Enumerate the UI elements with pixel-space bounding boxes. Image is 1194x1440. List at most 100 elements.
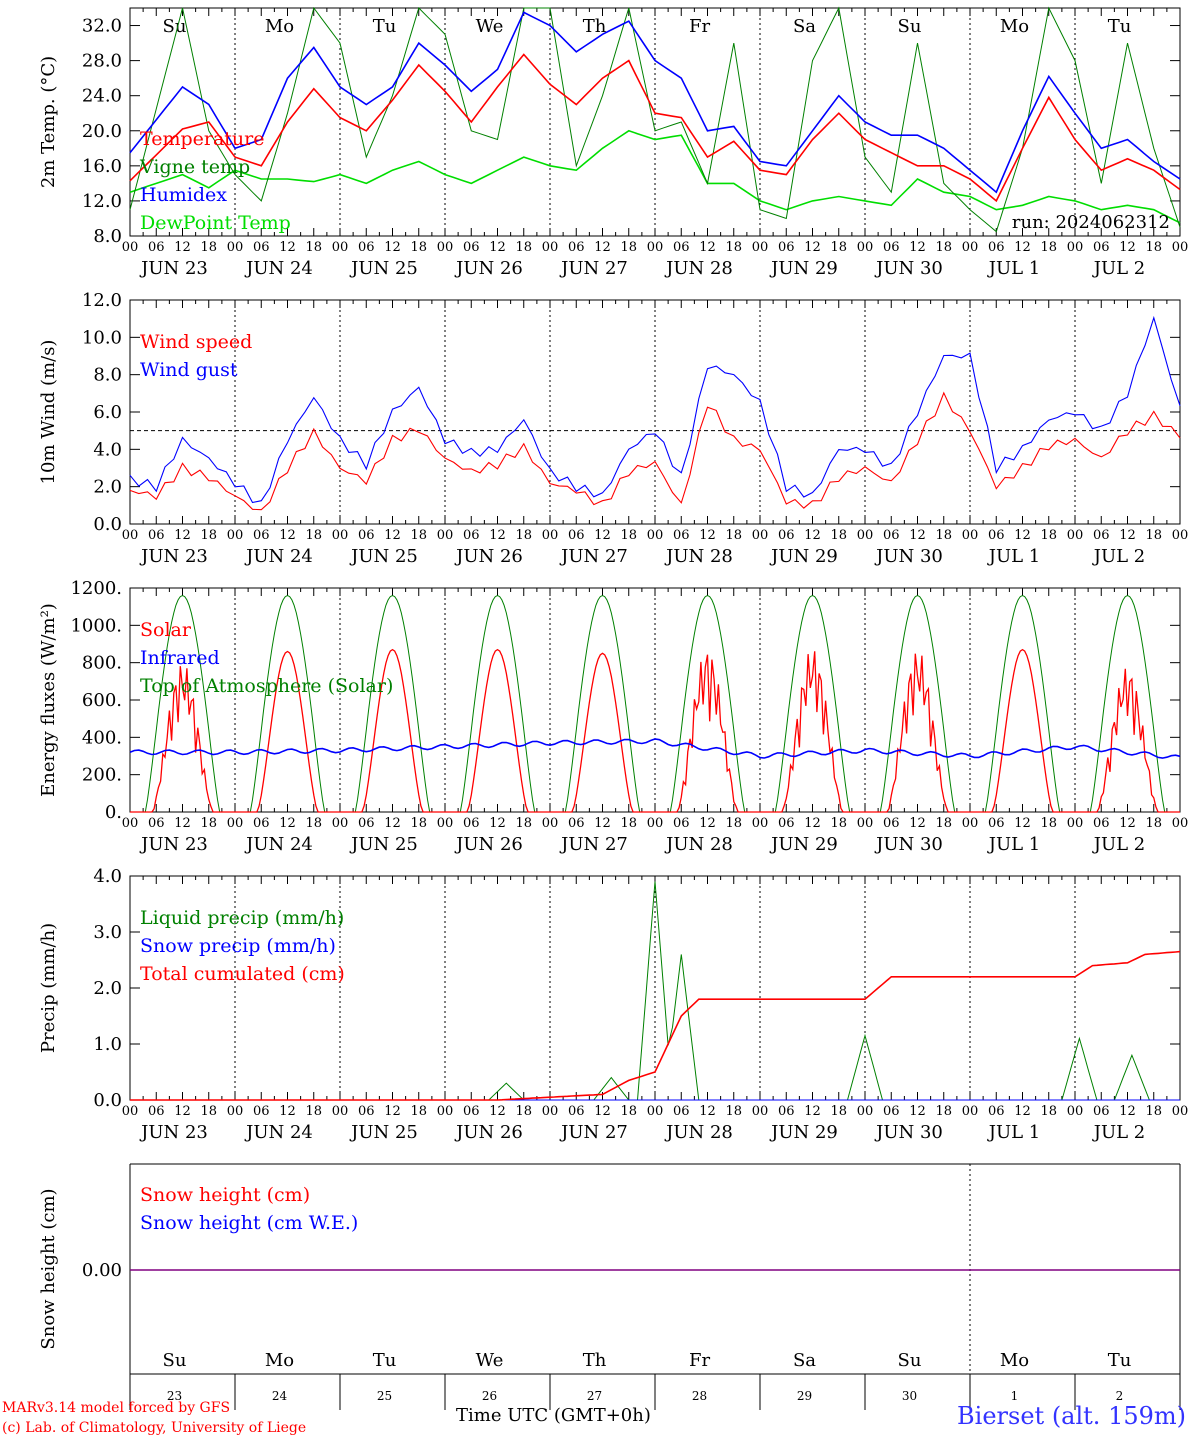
panel-1-series-wind-gust [129, 315, 1181, 504]
panel-1-hour-label: 12 [699, 528, 716, 543]
panel-0-hour-label: 12 [909, 240, 926, 255]
panel-2-day-label: JUN 28 [664, 834, 733, 855]
panel-1-hour-label: 06 [148, 528, 165, 543]
panel-0-day-label: JUL 2 [1092, 258, 1146, 279]
weekday-label: Tu [373, 16, 397, 37]
panel-2-hour-label: 18 [200, 816, 217, 831]
panel-1-hour-label: 00 [332, 528, 349, 543]
weekday-label: Th [583, 16, 607, 37]
panel-2-hour-label: 00 [332, 816, 349, 831]
panel-2-hour-label: 06 [358, 816, 375, 831]
bottom-day-number: 26 [482, 1389, 497, 1403]
panel-0-hour-label: 18 [200, 240, 217, 255]
panel-0-legend-0: Temperature [140, 128, 264, 150]
panel-2-hour-label: 12 [279, 816, 296, 831]
panel-3-hour-label: 18 [620, 1104, 637, 1119]
panel-1-hour-label: 00 [1172, 528, 1189, 543]
panel-3-hour-label: 12 [909, 1104, 926, 1119]
weekday-label: Tu [1108, 16, 1132, 37]
panel-3-day-label: JUN 26 [454, 1122, 523, 1143]
panel-0-hour-label: 12 [699, 240, 716, 255]
weekday-label: We [476, 16, 504, 37]
weekday-label: Fr [689, 16, 710, 37]
bottom-day-number: 25 [377, 1389, 392, 1403]
panel-2-hour-label: 12 [909, 816, 926, 831]
panel-3-hour-label: 06 [253, 1104, 270, 1119]
panel-1-legend-0: Wind speed [140, 331, 252, 353]
panel-2-hour-label: 06 [883, 816, 900, 831]
panel-3-hour-label: 00 [752, 1104, 769, 1119]
panel-3-day-label: JUN 27 [559, 1122, 628, 1143]
bottom-weekday-label: Tu [373, 1350, 397, 1371]
panel-2-hour-label: 12 [699, 816, 716, 831]
panel-3-hour-label: 12 [699, 1104, 716, 1119]
panel-2-hour-label: 06 [568, 816, 585, 831]
bottom-weekday-label: We [476, 1350, 504, 1371]
panel-3-hour-label: 12 [1119, 1104, 1136, 1119]
bottom-weekday-label: Mo [265, 1350, 294, 1371]
bottom-weekday-label: Su [898, 1350, 922, 1371]
panel-3-day-label: JUN 23 [139, 1122, 208, 1143]
panel-3-hour-label: 06 [1093, 1104, 1110, 1119]
credit-line-2: (c) Lab. of Climatology, University of L… [2, 1420, 307, 1436]
panel-3-y-tick-label: 4.0 [93, 866, 122, 887]
panel-1-hour-label: 18 [1145, 528, 1162, 543]
panel-1-hour-label: 12 [909, 528, 926, 543]
panel-2-hour-label: 00 [857, 816, 874, 831]
panel-3-hour-label: 00 [542, 1104, 559, 1119]
panel-3-hour-label: 00 [1067, 1104, 1084, 1119]
panel-2-hour-label: 12 [804, 816, 821, 831]
panel-1-hour-label: 00 [857, 528, 874, 543]
panel-0-day-label: JUN 24 [244, 258, 313, 279]
panel-3-hour-label: 18 [515, 1104, 532, 1119]
panel-2-hour-label: 18 [1040, 816, 1057, 831]
panel-1-y-tick-label: 6.0 [93, 402, 122, 423]
panel-0-hour-label: 00 [647, 240, 664, 255]
panel-1-y-tick-label: 2.0 [93, 477, 122, 498]
panel-2-y-tick-label: 0. [105, 802, 122, 823]
panel-3-y-tick-label: 0.0 [93, 1090, 122, 1111]
panel-3-legend-2: Total cumulated (cm) [140, 963, 345, 985]
panel-1-hour-label: 06 [358, 528, 375, 543]
run-annotation: run: 2024062312 [1012, 212, 1170, 233]
panel-2-hour-label: 06 [778, 816, 795, 831]
panel-2-day-label: JUN 25 [349, 834, 418, 855]
panel-0-legend-1: Vigne temp [139, 156, 250, 178]
panel-3-hour-label: 18 [725, 1104, 742, 1119]
bottom-weekday-label: Fr [689, 1350, 710, 1371]
panel-2-day-label: JUL 1 [987, 834, 1041, 855]
panel-0-hour-label: 12 [804, 240, 821, 255]
panel-2-series-infrared [129, 738, 1181, 759]
panel-2-hour-label: 00 [752, 816, 769, 831]
bottom-weekday-label: Tu [1108, 1350, 1132, 1371]
panel-3-day-label: JUN 29 [769, 1122, 838, 1143]
panel-2-hour-label: 18 [830, 816, 847, 831]
panel-3-hour-label: 00 [227, 1104, 244, 1119]
panel-0-day-label: JUN 23 [139, 258, 208, 279]
panel-0-y-tick-label: 12.0 [82, 191, 122, 212]
panel-1-hour-label: 00 [542, 528, 559, 543]
panel-1-hour-label: 18 [830, 528, 847, 543]
panel-1-series-wind-speed [129, 391, 1181, 511]
panel-2-hour-label: 18 [935, 816, 952, 831]
panel-2-day-label: JUN 30 [874, 834, 943, 855]
panel-2-hour-label: 12 [384, 816, 401, 831]
weekday-label: Mo [1000, 16, 1029, 37]
panel-1-day-label: JUN 30 [874, 546, 943, 567]
panel-1-day-label: JUN 25 [349, 546, 418, 567]
panel-0-hour-label: 00 [1067, 240, 1084, 255]
bottom-day-number: 29 [797, 1389, 812, 1403]
panel-0-hour-label: 00 [1172, 240, 1189, 255]
panel-0-series-vigne-temp [129, 6, 1181, 233]
panel-1-y-tick-label: 10.0 [82, 327, 122, 348]
panel-0-hour-label: 18 [1145, 240, 1162, 255]
panel-1-day-label: JUN 23 [139, 546, 208, 567]
panel-2-y-tick-label: 400. [82, 727, 122, 748]
panel-3-day-label: JUL 2 [1092, 1122, 1146, 1143]
panel-3-hour-label: 00 [122, 1104, 139, 1119]
panel-0-legend-3: DewPoint Temp [140, 212, 291, 234]
panel-0-y-tick-label: 8.0 [93, 226, 122, 247]
panel-3-hour-label: 06 [148, 1104, 165, 1119]
panel-1-hour-label: 12 [279, 528, 296, 543]
panel-1-y-title: 10m Wind (m/s) [38, 340, 59, 485]
